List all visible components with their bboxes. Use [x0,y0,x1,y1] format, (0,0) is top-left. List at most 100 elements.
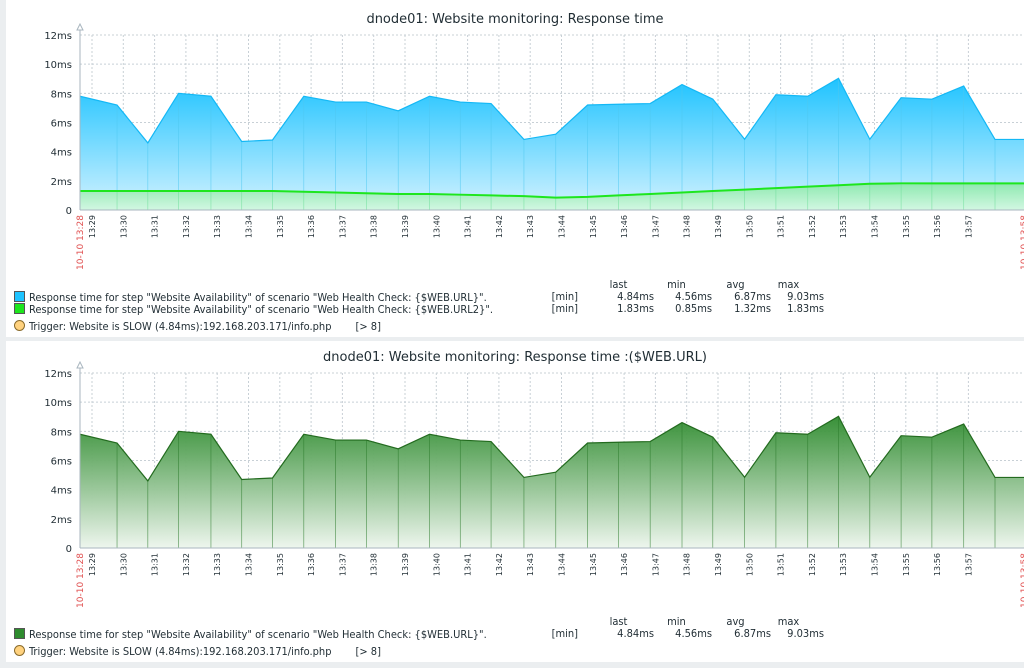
x-tick-label: 13:56 [933,553,942,576]
x-tick-label: 13:54 [871,553,880,576]
x-tick-label: 13:34 [245,215,254,238]
x-start-label: 10-10 13:28 [76,215,86,270]
x-tick-label: 13:35 [276,553,285,576]
y-tick-label: 10ms [44,60,72,71]
legend-max: 9.03ms [787,290,824,303]
legend-last: 1.83ms [617,302,654,315]
graph-title: dnode01: Website monitoring: Response ti… [323,350,707,365]
y-tick-label: 4ms [51,148,72,159]
x-tick-label: 13:41 [464,215,473,238]
x-start-label: 10-10 13:28 [76,553,86,608]
legend-avg: 1.32ms [734,302,771,315]
graph-canvas[interactable]: 0 2ms 4ms 6ms 8ms 10ms 12ms 13:29 13:30 13:31 13:3… [0,341,1024,611]
legend-func: [min] [551,627,578,640]
x-tick-label: 13:55 [902,215,911,238]
x-tick-label: 13:49 [714,553,723,576]
x-tick-label: 13:50 [745,553,754,576]
x-tick-label: 13:32 [182,215,191,238]
x-tick-label: 13:47 [651,553,660,576]
legend-func: [min] [551,302,578,315]
series-color-swatch [14,628,25,639]
x-tick-label: 13:34 [245,553,254,576]
legend-trigger: Trigger: Website is SLOW (4.84ms):192.16… [14,645,381,658]
x-tick-label: 13:51 [777,553,786,576]
legend-func: [min] [551,290,578,303]
legend-col-last: last [609,278,628,291]
legend-avg: 6.87ms [734,627,771,640]
x-tick-label: 13:50 [745,215,754,238]
series-color-swatch [14,303,25,314]
x-tick-label: 13:33 [213,553,222,576]
series-line [79,77,1024,144]
trigger-icon [14,320,25,331]
x-tick-label: 13:57 [964,215,973,238]
trigger-label: Trigger: Website is SLOW (4.84ms):192.16… [29,645,332,658]
series-name: Response time for step "Website Availabi… [29,303,494,316]
legend-last: 4.84ms [617,627,654,640]
x-tick-label: 13:49 [714,215,723,238]
x-tick-label: 13:43 [526,215,535,238]
series-line [80,182,1024,199]
y-tick-label: 0 [66,206,72,217]
legend-avg: 6.87ms [734,290,771,303]
y-axis-arrow-icon [76,22,84,31]
legend-trigger: Trigger: Website is SLOW (4.84ms):192.16… [14,320,381,333]
y-tick-label: 6ms [51,457,72,468]
series-area [80,78,1024,210]
y-tick-label: 10ms [44,398,72,409]
legend-min: 4.56ms [675,627,712,640]
x-tick-label: 13:40 [432,553,441,576]
x-tick-label: 13:30 [119,553,128,576]
x-tick-label: 13:37 [338,215,347,238]
legend-col-min: min [667,278,686,291]
x-tick-label: 13:33 [213,215,222,238]
legend-col-max: max [777,278,800,291]
legend-max: 9.03ms [787,627,824,640]
trigger-condition: [> 8] [355,320,381,333]
y-axis-arrow-icon [76,360,84,369]
x-tick-label: 13:36 [307,553,316,576]
legend-col-avg: avg [726,615,745,628]
x-tick-label: 13:32 [182,553,191,576]
legend-min: 0.85ms [675,302,712,315]
x-end-label: 10-10 13:58 [1020,553,1024,608]
x-tick-label: 13:57 [964,553,973,576]
graph-panel-response-time-web-url: dnode01: Website monitoring: Response ti… [6,341,1024,662]
x-tick-label: 13:37 [338,553,347,576]
x-tick-label: 13:42 [495,553,504,576]
x-tick-label: 13:30 [119,215,128,238]
y-tick-label: 12ms [44,369,72,380]
x-tick-label: 13:35 [276,215,285,238]
x-tick-label: 13:43 [526,553,535,576]
x-tick-label: 13:52 [808,215,817,238]
graph-title: dnode01: Website monitoring: Response ti… [366,12,664,27]
x-tick-label: 13:55 [902,553,911,576]
series-area [80,416,1024,548]
series-name: Response time for step "Website Availabi… [29,628,487,641]
legend-col-last: last [609,615,628,628]
series-line [79,415,1024,482]
x-tick-label: 13:53 [839,215,848,238]
x-tick-label: 13:44 [558,553,567,576]
y-tick-label: 12ms [44,31,72,42]
y-tick-label: 0 [66,544,72,555]
series-area [80,183,1024,210]
x-tick-label: 13:44 [558,215,567,238]
x-tick-label: 13:41 [464,553,473,576]
x-tick-label: 13:40 [432,215,441,238]
x-tick-label: 13:31 [151,553,160,576]
y-tick-label: 6ms [51,119,72,130]
x-tick-label: 13:42 [495,215,504,238]
y-tick-label: 4ms [51,486,72,497]
legend-item: Response time for step "Website Availabi… [14,303,824,316]
graph-canvas[interactable]: 0 2ms 4ms 6ms 8ms 10ms 12ms 13:29 13:30 13:31 13:3… [0,0,1024,270]
x-tick-label: 13:54 [871,215,880,238]
x-tick-label: 13:52 [808,553,817,576]
x-tick-label: 13:38 [370,215,379,238]
x-tick-label: 13:39 [401,553,410,576]
x-tick-label: 13:29 [88,215,97,238]
series-name: Response time for step "Website Availabi… [29,291,487,304]
x-tick-label: 13:39 [401,215,410,238]
legend-col-max: max [777,615,800,628]
graph-panel-response-time: dnode01: Website monitoring: Response ti… [6,0,1024,337]
